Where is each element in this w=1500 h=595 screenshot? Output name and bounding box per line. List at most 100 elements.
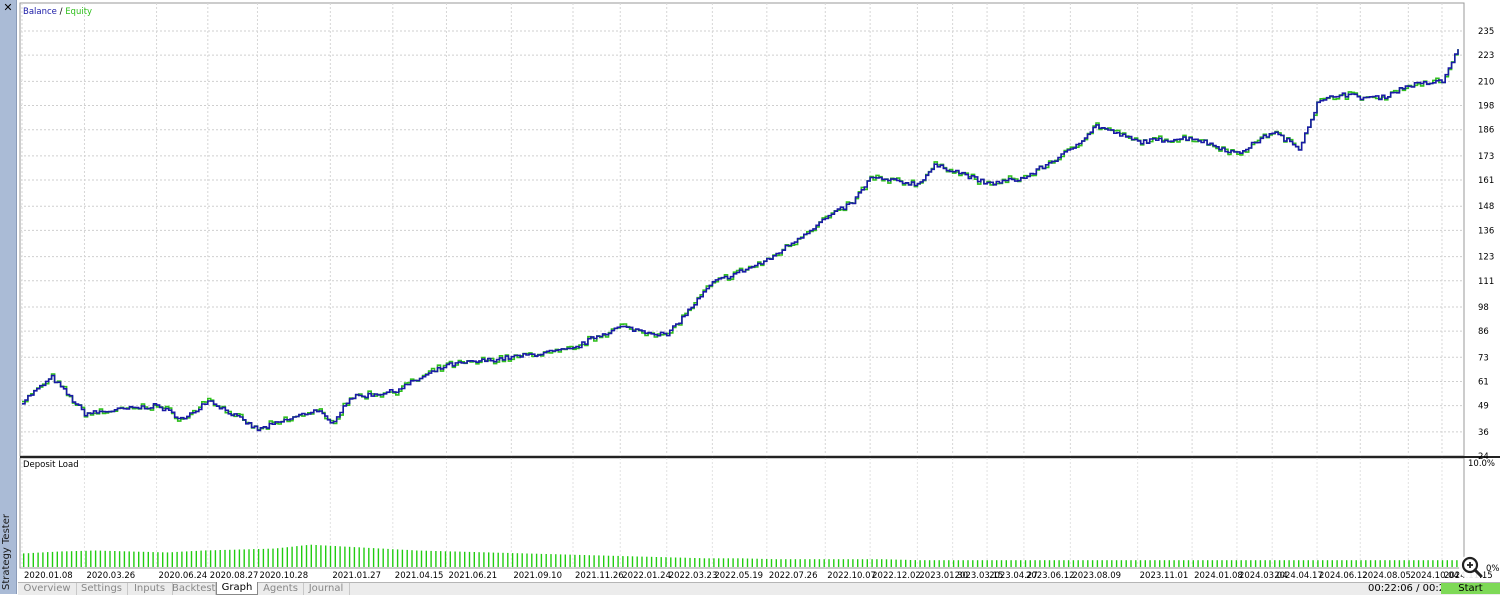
x-tick-label: 2020.01.08 xyxy=(24,571,73,581)
deposit-load-bar xyxy=(1144,560,1146,567)
deposit-load-bar xyxy=(603,555,605,567)
deposit-load-bar xyxy=(1024,560,1027,567)
tab-journal[interactable]: Journal xyxy=(303,583,350,595)
deposit-load-bar xyxy=(1437,560,1439,567)
zoom-in-icon[interactable] xyxy=(1458,553,1486,581)
y-tick-label: 223 xyxy=(1478,51,1494,61)
deposit-load-bar xyxy=(358,547,360,567)
deposit-load-bar xyxy=(627,556,629,567)
x-tick-label: 2021.09.10 xyxy=(513,571,562,581)
tab-settings[interactable]: Settings xyxy=(76,583,128,595)
deposit-load-bar xyxy=(492,552,495,567)
deposit-load-bar xyxy=(416,550,418,567)
deposit-load-bar xyxy=(1216,560,1218,567)
deposit-load-bar xyxy=(1456,560,1458,567)
deposit-load-bar xyxy=(449,551,451,567)
y-tick-label: 210 xyxy=(1478,77,1494,87)
deposit-load-bar xyxy=(243,549,245,567)
deposit-load-bar xyxy=(799,559,801,567)
tab-graph[interactable]: Graph xyxy=(216,582,258,595)
deposit-y-min-label: 0% xyxy=(1486,564,1500,574)
deposit-load-bar xyxy=(1058,560,1060,567)
deposit-load-bar xyxy=(1120,560,1123,567)
deposit-load-bar xyxy=(785,559,787,567)
y-tick-label: 111 xyxy=(1478,277,1494,287)
deposit-load-bar xyxy=(66,551,68,567)
deposit-load-bar xyxy=(1149,560,1151,567)
deposit-load-bar xyxy=(85,550,87,567)
deposit-load-bar xyxy=(1187,560,1190,567)
tab-inputs[interactable]: Inputs xyxy=(127,583,173,595)
deposit-load-bar xyxy=(1020,560,1022,567)
deposit-load-bar xyxy=(761,558,763,567)
deposit-load-bar xyxy=(195,550,197,567)
deposit-load-bar xyxy=(1355,560,1357,567)
deposit-load-bar xyxy=(262,548,265,567)
deposit-load-bar xyxy=(305,545,308,567)
deposit-load-bar xyxy=(641,556,643,567)
start-button[interactable]: Start xyxy=(1441,583,1500,594)
deposit-load-bar xyxy=(444,551,447,567)
deposit-load-bar xyxy=(559,554,562,567)
deposit-load-bar xyxy=(1293,560,1295,567)
deposit-load-bar xyxy=(27,553,30,567)
deposit-load-bar xyxy=(655,557,658,567)
deposit-load-bar xyxy=(1322,560,1324,567)
deposit-load-bar xyxy=(396,549,399,567)
x-tick-label: 2024.03.04 xyxy=(1239,571,1288,581)
deposit-load-bar xyxy=(387,548,389,567)
deposit-load-bar xyxy=(1135,560,1137,567)
deposit-load-bar xyxy=(866,559,868,567)
y-tick-label: 235 xyxy=(1478,27,1494,37)
deposit-load-bar xyxy=(425,550,427,567)
deposit-load-bar xyxy=(1053,560,1055,567)
deposit-load-bar xyxy=(142,551,145,567)
x-tick-label: 2022.12.02 xyxy=(872,571,921,581)
y-tick-label: 173 xyxy=(1478,152,1494,162)
deposit-load-bar xyxy=(1154,560,1156,567)
deposit-load-bar xyxy=(775,559,777,567)
deposit-load-bar xyxy=(732,558,734,567)
deposit-load-bar xyxy=(684,557,686,567)
deposit-load-bar xyxy=(823,559,825,567)
y-tick-label: 98 xyxy=(1478,303,1489,313)
x-tick-label: 2022.10.07 xyxy=(827,571,876,581)
chart-svg[interactable]: 235 223 210 198 186 173 161 148 136 123 111 98 86 73 6… xyxy=(18,0,1500,594)
deposit-load-bar xyxy=(1139,560,1142,567)
deposit-load-bar xyxy=(248,549,250,567)
deposit-load-bar xyxy=(564,554,566,567)
x-tick-label: 2021.11.26 xyxy=(575,571,624,581)
deposit-load-bar xyxy=(1393,560,1396,567)
deposit-load-bar xyxy=(996,560,998,567)
deposit-load-bar xyxy=(698,558,701,567)
deposit-load-bar xyxy=(718,558,720,567)
deposit-load-bar xyxy=(238,549,241,567)
deposit-load-bar xyxy=(411,550,413,567)
x-tick-label: 2020.10.28 xyxy=(259,571,308,581)
deposit-load-bar xyxy=(885,559,888,567)
deposit-load-bar xyxy=(1106,560,1108,567)
deposit-load-bar xyxy=(1230,560,1233,567)
deposit-load-bar xyxy=(296,546,298,567)
x-tick-label: 2022.03.23 xyxy=(669,571,718,581)
deposit-load-bar xyxy=(1374,560,1377,567)
deposit-load-bar xyxy=(272,548,274,567)
deposit-load-bar xyxy=(727,558,729,567)
deposit-load-bar xyxy=(1365,560,1367,567)
deposit-load-bar xyxy=(674,557,677,567)
tab-overview[interactable]: Overview xyxy=(18,583,77,595)
deposit-load-bar xyxy=(1360,560,1362,567)
chart-area[interactable]: 235 223 210 198 186 173 161 148 136 123 111 98 86 73 6… xyxy=(18,0,1500,594)
deposit-load-bar xyxy=(1082,560,1084,567)
x-tick-label: 2023.08.09 xyxy=(1072,571,1121,581)
tab-agents[interactable]: Agents xyxy=(258,583,304,595)
deposit-load-bar xyxy=(1403,560,1405,567)
deposit-load-bar xyxy=(1441,560,1444,567)
deposit-load-bar xyxy=(919,560,921,567)
deposit-load-bar xyxy=(1312,560,1314,567)
deposit-load-bar xyxy=(1111,560,1113,567)
deposit-load-bar xyxy=(406,549,408,567)
close-icon[interactable]: ✕ xyxy=(3,1,13,14)
legend-balance: Balance xyxy=(23,7,57,17)
tab-backtest[interactable]: Backtest xyxy=(172,583,216,595)
